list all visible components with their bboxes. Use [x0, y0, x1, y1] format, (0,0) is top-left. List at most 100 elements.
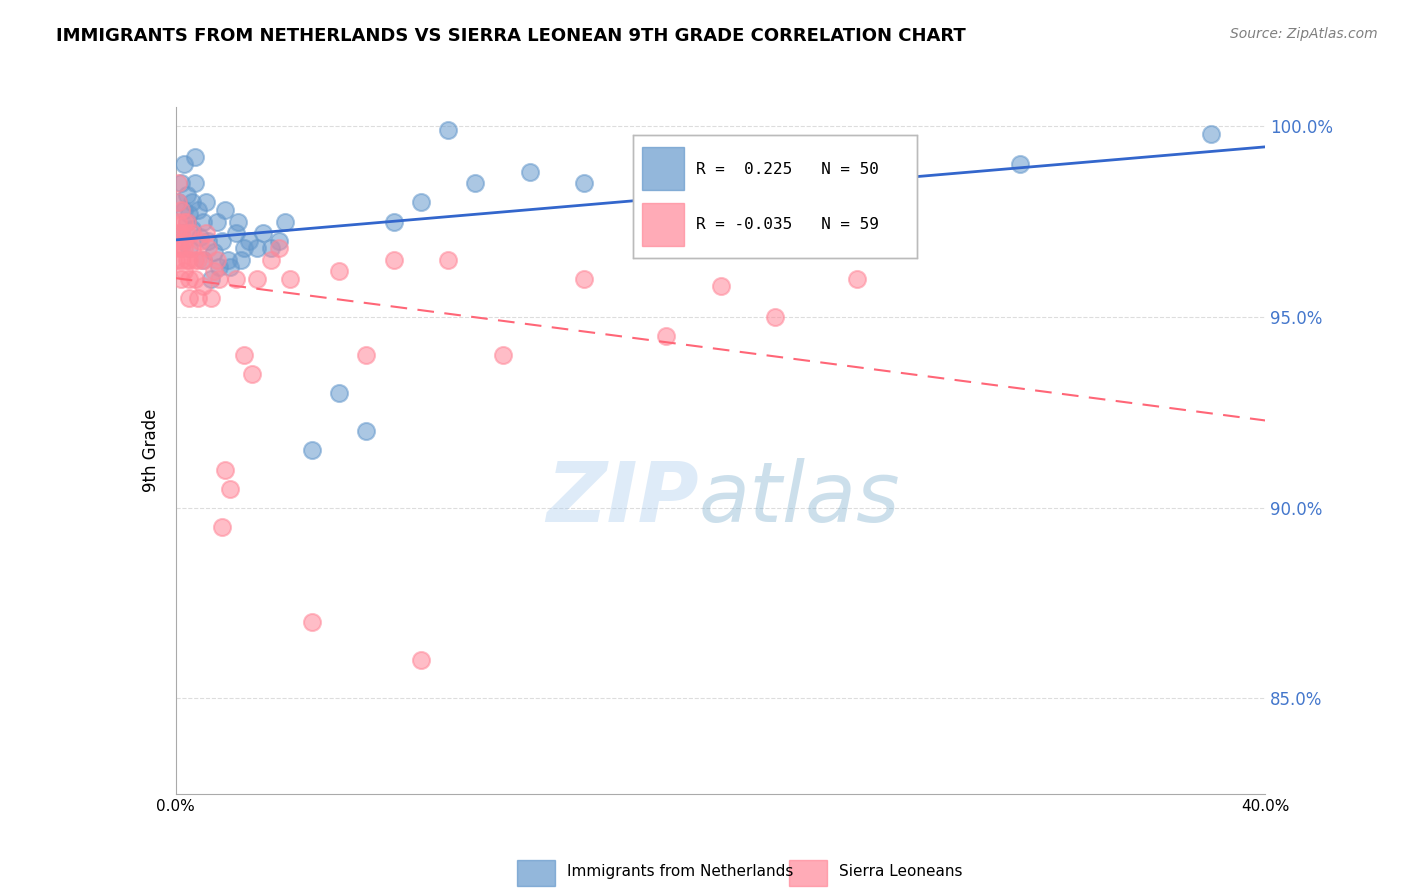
- Point: [186, 252, 209, 267]
- Point: [167, 195, 190, 210]
- Point: [356, 425, 378, 439]
- Point: [437, 123, 460, 137]
- Point: [181, 222, 204, 236]
- Point: [176, 187, 198, 202]
- Point: [382, 214, 405, 228]
- Point: [184, 177, 207, 191]
- Point: [464, 177, 486, 191]
- Text: Immigrants from Netherlands: Immigrants from Netherlands: [568, 864, 794, 880]
- Point: [184, 150, 207, 164]
- Point: [232, 241, 254, 255]
- Point: [1010, 157, 1032, 171]
- Point: [191, 252, 214, 267]
- Point: [211, 520, 233, 534]
- Point: [278, 271, 301, 285]
- Point: [188, 234, 211, 248]
- Point: [170, 226, 193, 240]
- Point: [240, 367, 263, 381]
- Text: ZIP: ZIP: [546, 458, 699, 539]
- Point: [301, 443, 323, 458]
- Point: [260, 252, 283, 267]
- Point: [205, 252, 228, 267]
- Point: [274, 214, 297, 228]
- Point: [492, 348, 515, 362]
- Point: [167, 226, 190, 240]
- Point: [763, 310, 786, 324]
- Point: [167, 195, 190, 210]
- Point: [167, 241, 190, 255]
- Point: [194, 226, 217, 240]
- Point: [217, 252, 239, 267]
- Point: [173, 202, 195, 217]
- Point: [186, 291, 209, 305]
- Point: [269, 241, 291, 255]
- Point: [200, 271, 222, 285]
- Point: [225, 226, 247, 240]
- Point: [184, 252, 207, 267]
- Point: [519, 165, 541, 179]
- Point: [208, 271, 231, 285]
- Text: Sierra Leoneans: Sierra Leoneans: [839, 864, 963, 880]
- Text: atlas: atlas: [699, 458, 900, 539]
- Point: [214, 202, 236, 217]
- Point: [167, 177, 190, 191]
- Point: [165, 252, 187, 267]
- Point: [574, 271, 596, 285]
- Point: [328, 264, 350, 278]
- Point: [200, 291, 222, 305]
- Point: [409, 653, 432, 667]
- Point: [191, 214, 214, 228]
- Point: [231, 252, 253, 267]
- Bar: [517, 860, 554, 886]
- Point: [170, 177, 193, 191]
- Point: [710, 279, 733, 293]
- Point: [655, 329, 678, 343]
- Point: [173, 234, 195, 248]
- Point: [181, 195, 204, 210]
- Point: [197, 241, 219, 255]
- Point: [225, 271, 247, 285]
- Point: [173, 241, 195, 255]
- Point: [173, 264, 195, 278]
- Point: [179, 271, 201, 285]
- Text: Source: ZipAtlas.com: Source: ZipAtlas.com: [1230, 27, 1378, 41]
- Point: [170, 252, 193, 267]
- Point: [176, 214, 198, 228]
- Point: [382, 252, 405, 267]
- Point: [655, 157, 678, 171]
- Point: [219, 260, 242, 275]
- Point: [1199, 127, 1222, 141]
- Point: [191, 279, 214, 293]
- Point: [176, 226, 198, 240]
- Point: [246, 241, 269, 255]
- Point: [179, 291, 201, 305]
- Point: [356, 348, 378, 362]
- Point: [181, 241, 204, 255]
- Point: [179, 241, 201, 255]
- Point: [211, 234, 233, 248]
- Point: [202, 264, 225, 278]
- Point: [228, 214, 250, 228]
- Point: [179, 252, 201, 267]
- Point: [191, 252, 214, 267]
- Point: [232, 348, 254, 362]
- Point: [202, 245, 225, 260]
- Point: [845, 271, 868, 285]
- Point: [184, 271, 207, 285]
- Point: [574, 177, 596, 191]
- Point: [409, 195, 432, 210]
- Point: [186, 202, 209, 217]
- Point: [179, 207, 201, 221]
- Point: [219, 482, 242, 496]
- Point: [246, 271, 269, 285]
- Point: [170, 241, 193, 255]
- Point: [328, 386, 350, 401]
- Point: [269, 234, 291, 248]
- Point: [208, 260, 231, 275]
- Y-axis label: 9th Grade: 9th Grade: [142, 409, 160, 492]
- Point: [252, 226, 274, 240]
- Point: [205, 214, 228, 228]
- Point: [260, 241, 283, 255]
- Point: [181, 226, 204, 240]
- Point: [170, 226, 193, 240]
